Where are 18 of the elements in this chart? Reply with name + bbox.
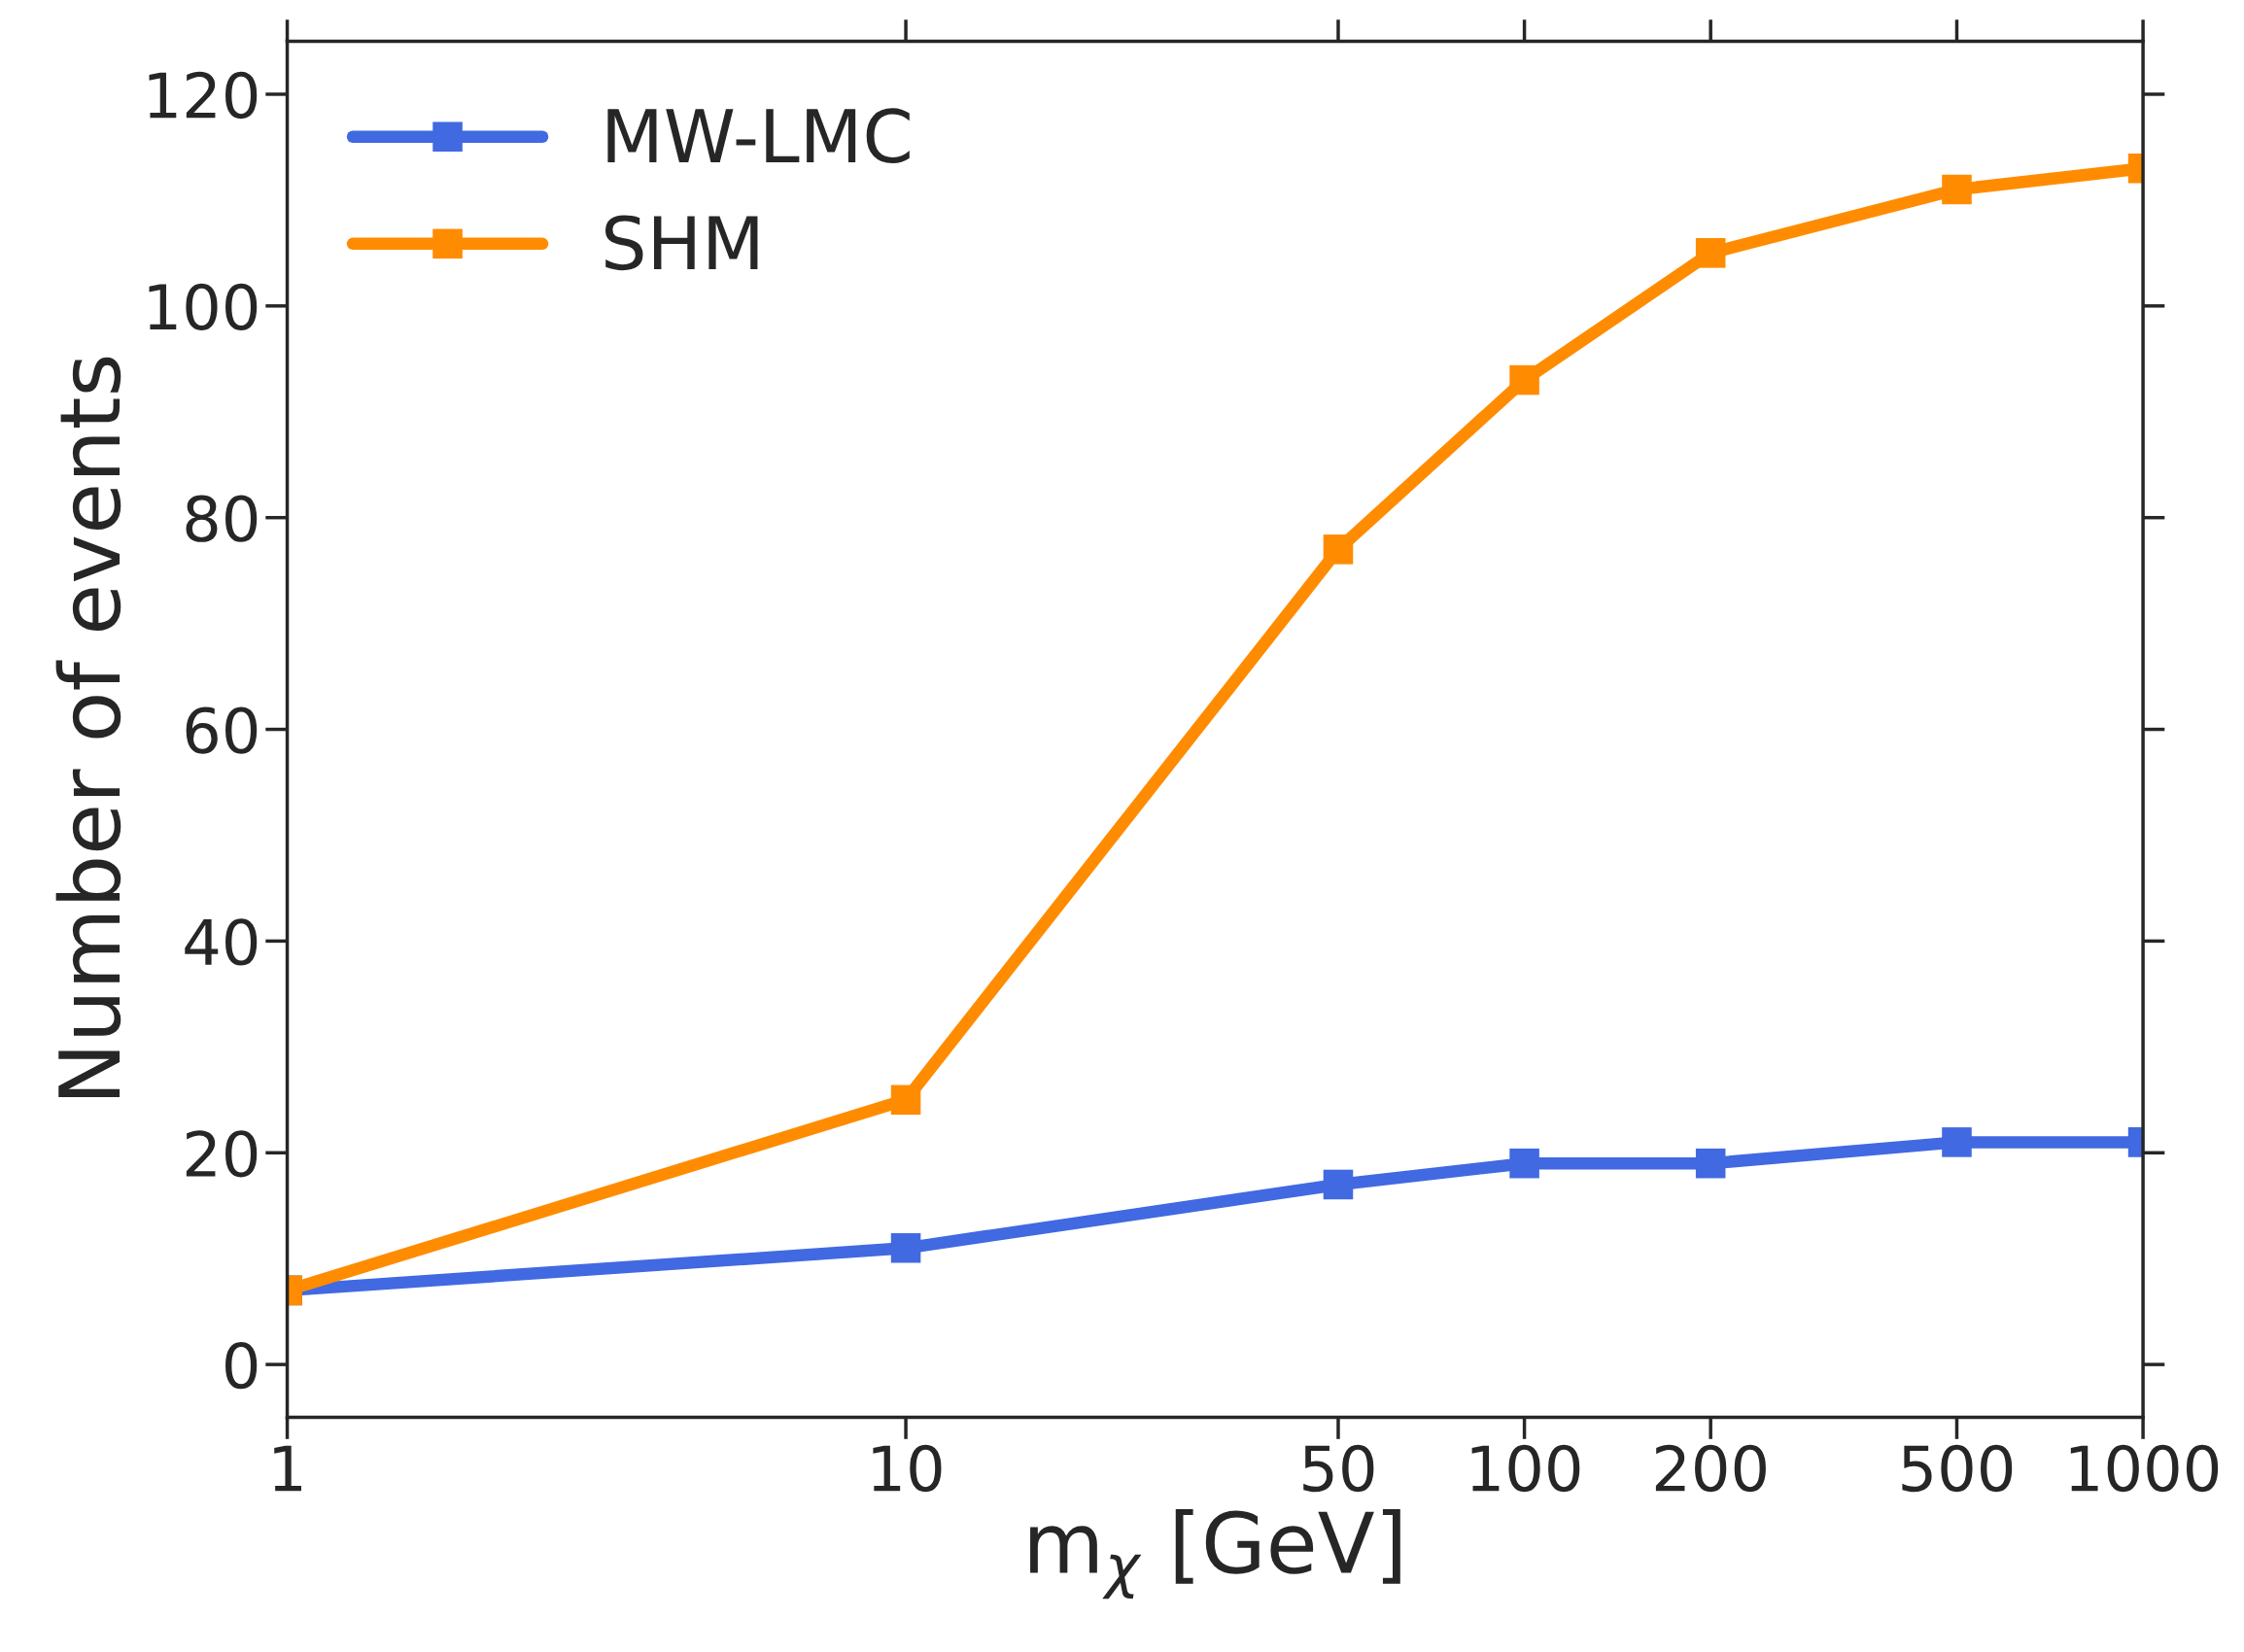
y-tick-label: 120: [149, 71, 258, 120]
y-tick-label: 0: [225, 1341, 258, 1390]
x-tick-label: 50: [1303, 1444, 1374, 1493]
x-axis-title: m$_{χ}$ [GeV]: [1030, 1509, 1400, 1600]
x-tick-label: 1: [274, 1445, 301, 1492]
y-axis-title: Number of events: [55, 357, 121, 1097]
y-tick-label: 80: [186, 495, 258, 542]
legend-label: MW-LMC: [607, 108, 910, 164]
y-tick-label: 100: [149, 283, 258, 331]
x-tick-label: 1000: [2070, 1444, 2219, 1493]
x-tick-label: 200: [1655, 1444, 1766, 1493]
y-tick-label: 20: [186, 1130, 258, 1178]
x-tick-label: 10: [873, 1444, 942, 1493]
x-tick-label: 500: [1902, 1444, 2013, 1493]
y-tick-label: 40: [185, 918, 258, 966]
legend-label: SHM: [605, 215, 758, 271]
y-tick-label: 60: [186, 706, 258, 754]
x-tick-label: 100: [1471, 1444, 1580, 1493]
